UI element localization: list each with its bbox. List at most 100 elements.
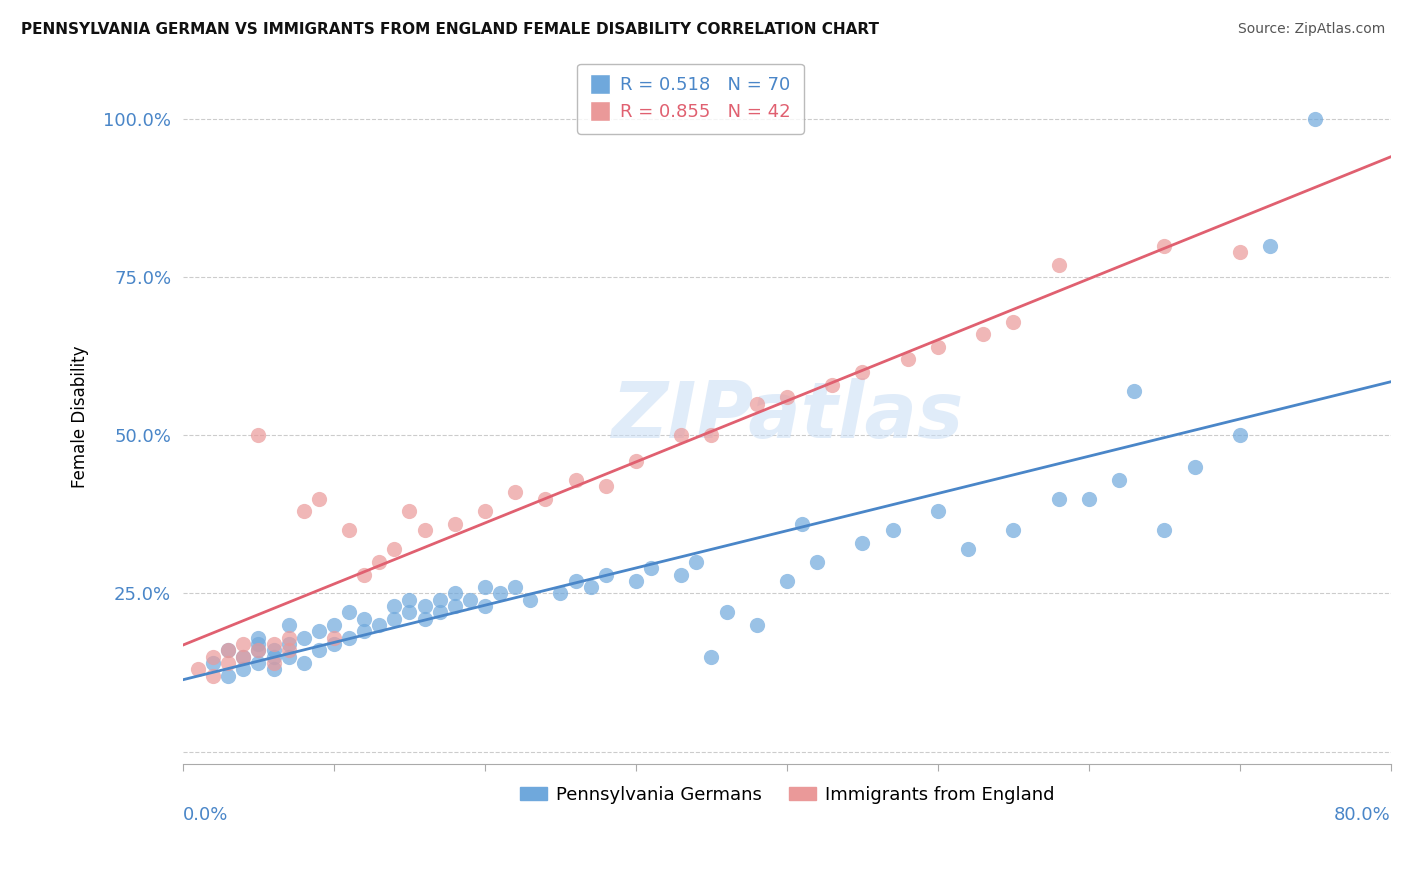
- Point: [503, 580, 526, 594]
- Point: [1153, 238, 1175, 252]
- Point: [1002, 314, 1025, 328]
- Point: [851, 365, 873, 379]
- Point: [1108, 473, 1130, 487]
- Point: [308, 643, 330, 657]
- Point: [232, 649, 254, 664]
- Point: [413, 612, 436, 626]
- Point: [745, 618, 768, 632]
- Point: [308, 491, 330, 506]
- Point: [263, 656, 285, 670]
- Point: [263, 662, 285, 676]
- Point: [323, 618, 346, 632]
- Point: [413, 599, 436, 614]
- Point: [232, 637, 254, 651]
- Point: [1047, 258, 1070, 272]
- Point: [247, 637, 270, 651]
- Point: [232, 649, 254, 664]
- Point: [323, 631, 346, 645]
- Point: [382, 612, 405, 626]
- Point: [564, 574, 586, 588]
- Point: [1002, 523, 1025, 537]
- Point: [353, 567, 375, 582]
- Point: [398, 606, 420, 620]
- Point: [897, 352, 920, 367]
- Text: Source: ZipAtlas.com: Source: ZipAtlas.com: [1237, 22, 1385, 37]
- Point: [217, 643, 239, 657]
- Point: [821, 377, 844, 392]
- Y-axis label: Female Disability: Female Disability: [72, 345, 89, 488]
- Point: [277, 631, 299, 645]
- Point: [202, 649, 225, 664]
- Point: [1153, 523, 1175, 537]
- Point: [1229, 428, 1251, 442]
- Point: [1047, 491, 1070, 506]
- Point: [277, 643, 299, 657]
- Point: [398, 504, 420, 518]
- Point: [458, 592, 481, 607]
- Point: [700, 649, 723, 664]
- Legend: Pennsylvania Germans, Immigrants from England: Pennsylvania Germans, Immigrants from En…: [512, 779, 1062, 811]
- Point: [382, 599, 405, 614]
- Point: [776, 391, 799, 405]
- Point: [474, 580, 496, 594]
- Point: [564, 473, 586, 487]
- Point: [1184, 460, 1206, 475]
- Point: [640, 561, 662, 575]
- Text: 0.0%: 0.0%: [183, 806, 228, 824]
- Point: [595, 479, 617, 493]
- Point: [474, 599, 496, 614]
- Point: [232, 662, 254, 676]
- Point: [247, 656, 270, 670]
- Point: [368, 555, 391, 569]
- Point: [247, 428, 270, 442]
- Point: [851, 536, 873, 550]
- Point: [217, 656, 239, 670]
- Point: [1078, 491, 1101, 506]
- Point: [308, 624, 330, 639]
- Point: [217, 643, 239, 657]
- Point: [247, 631, 270, 645]
- Point: [413, 523, 436, 537]
- Point: [443, 599, 465, 614]
- Point: [700, 428, 723, 442]
- Point: [247, 643, 270, 657]
- Point: [671, 428, 693, 442]
- Point: [263, 637, 285, 651]
- Text: ZIPatlas: ZIPatlas: [610, 378, 963, 454]
- Point: [292, 656, 315, 670]
- Point: [429, 606, 451, 620]
- Point: [337, 631, 360, 645]
- Point: [398, 592, 420, 607]
- Point: [1229, 244, 1251, 259]
- Point: [263, 649, 285, 664]
- Point: [187, 662, 209, 676]
- Point: [745, 397, 768, 411]
- Point: [957, 542, 980, 557]
- Point: [353, 624, 375, 639]
- Point: [1305, 112, 1327, 127]
- Text: 80.0%: 80.0%: [1334, 806, 1391, 824]
- Point: [882, 523, 904, 537]
- Point: [624, 574, 647, 588]
- Point: [368, 618, 391, 632]
- Point: [503, 485, 526, 500]
- Point: [443, 586, 465, 600]
- Point: [337, 523, 360, 537]
- Point: [263, 643, 285, 657]
- Point: [685, 555, 707, 569]
- Point: [927, 504, 949, 518]
- Point: [489, 586, 512, 600]
- Point: [337, 606, 360, 620]
- Point: [776, 574, 799, 588]
- Point: [474, 504, 496, 518]
- Point: [790, 516, 813, 531]
- Point: [217, 669, 239, 683]
- Point: [202, 669, 225, 683]
- Point: [202, 656, 225, 670]
- Point: [277, 618, 299, 632]
- Point: [247, 643, 270, 657]
- Point: [972, 327, 994, 342]
- Point: [277, 649, 299, 664]
- Point: [595, 567, 617, 582]
- Point: [382, 542, 405, 557]
